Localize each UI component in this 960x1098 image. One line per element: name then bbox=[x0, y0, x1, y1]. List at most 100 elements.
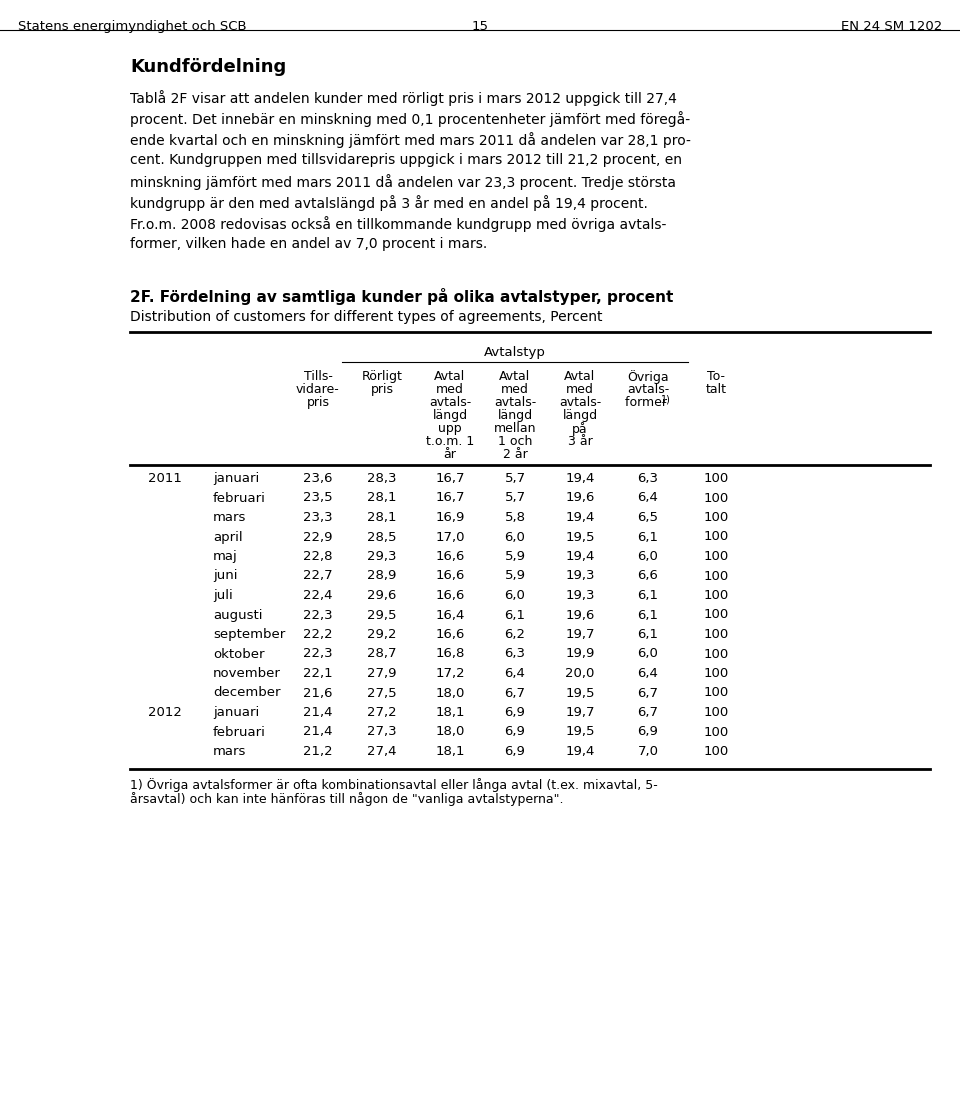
Text: 29,5: 29,5 bbox=[368, 608, 396, 621]
Text: 6,9: 6,9 bbox=[505, 746, 525, 758]
Text: cent. Kundgruppen med tillsvidarepris uppgick i mars 2012 till 21,2 procent, en: cent. Kundgruppen med tillsvidarepris up… bbox=[130, 153, 682, 167]
Text: 3 år: 3 år bbox=[567, 435, 592, 448]
Text: 28,5: 28,5 bbox=[368, 530, 396, 544]
Text: 16,8: 16,8 bbox=[435, 648, 465, 661]
Text: Avtalstyp: Avtalstyp bbox=[484, 346, 546, 359]
Text: 18,1: 18,1 bbox=[435, 746, 465, 758]
Text: 2F. Fördelning av samtliga kunder på olika avtalstyper, procent: 2F. Fördelning av samtliga kunder på oli… bbox=[130, 288, 673, 305]
Text: 19,3: 19,3 bbox=[565, 589, 595, 602]
Text: 2 år: 2 år bbox=[503, 448, 527, 461]
Text: november: november bbox=[213, 666, 281, 680]
Text: 19,3: 19,3 bbox=[565, 570, 595, 583]
Text: pris: pris bbox=[371, 383, 394, 396]
Text: januari: januari bbox=[213, 706, 259, 719]
Text: 19,4: 19,4 bbox=[565, 746, 594, 758]
Text: 28,3: 28,3 bbox=[368, 472, 396, 485]
Text: 100: 100 bbox=[704, 726, 729, 739]
Text: 1) Övriga avtalsformer är ofta kombinationsavtal eller långa avtal (t.ex. mixavt: 1) Övriga avtalsformer är ofta kombinati… bbox=[130, 778, 658, 793]
Text: Tills-: Tills- bbox=[303, 370, 332, 383]
Text: 100: 100 bbox=[704, 608, 729, 621]
Text: 16,4: 16,4 bbox=[435, 608, 465, 621]
Text: 6,1: 6,1 bbox=[637, 530, 659, 544]
Text: 6,3: 6,3 bbox=[637, 472, 659, 485]
Text: avtals-: avtals- bbox=[429, 396, 471, 408]
Text: 6,1: 6,1 bbox=[505, 608, 525, 621]
Text: 6,7: 6,7 bbox=[505, 686, 525, 699]
Text: 6,0: 6,0 bbox=[505, 530, 525, 544]
Text: 22,1: 22,1 bbox=[303, 666, 333, 680]
Text: juli: juli bbox=[213, 589, 232, 602]
Text: mars: mars bbox=[213, 746, 247, 758]
Text: mars: mars bbox=[213, 511, 247, 524]
Text: Avtal: Avtal bbox=[434, 370, 466, 383]
Text: To-: To- bbox=[707, 370, 725, 383]
Text: 100: 100 bbox=[704, 550, 729, 563]
Text: 28,1: 28,1 bbox=[368, 511, 396, 524]
Text: 6,6: 6,6 bbox=[637, 570, 659, 583]
Text: Statens energimyndighet och SCB: Statens energimyndighet och SCB bbox=[18, 20, 247, 33]
Text: EN 24 SM 1202: EN 24 SM 1202 bbox=[841, 20, 942, 33]
Text: 19,7: 19,7 bbox=[565, 706, 595, 719]
Text: 1): 1) bbox=[661, 394, 671, 404]
Text: 21,2: 21,2 bbox=[303, 746, 333, 758]
Text: 21,4: 21,4 bbox=[303, 726, 333, 739]
Text: talt: talt bbox=[706, 383, 727, 396]
Text: 100: 100 bbox=[704, 746, 729, 758]
Text: 6,5: 6,5 bbox=[637, 511, 659, 524]
Text: april: april bbox=[213, 530, 243, 544]
Text: 16,6: 16,6 bbox=[435, 589, 465, 602]
Text: 22,8: 22,8 bbox=[303, 550, 333, 563]
Text: september: september bbox=[213, 628, 285, 641]
Text: 19,7: 19,7 bbox=[565, 628, 595, 641]
Text: upp: upp bbox=[438, 422, 462, 435]
Text: 100: 100 bbox=[704, 628, 729, 641]
Text: 6,0: 6,0 bbox=[505, 589, 525, 602]
Text: december: december bbox=[213, 686, 280, 699]
Text: 6,0: 6,0 bbox=[637, 550, 659, 563]
Text: 19,6: 19,6 bbox=[565, 492, 594, 504]
Text: 100: 100 bbox=[704, 686, 729, 699]
Text: oktober: oktober bbox=[213, 648, 265, 661]
Text: 6,2: 6,2 bbox=[505, 628, 525, 641]
Text: 23,5: 23,5 bbox=[303, 492, 333, 504]
Text: Övriga: Övriga bbox=[627, 370, 669, 384]
Text: 29,3: 29,3 bbox=[368, 550, 396, 563]
Text: 7,0: 7,0 bbox=[637, 746, 659, 758]
Text: årsavtal) och kan inte hänföras till någon de "vanliga avtalstyperna".: årsavtal) och kan inte hänföras till någ… bbox=[130, 793, 564, 806]
Text: 100: 100 bbox=[704, 589, 729, 602]
Text: 6,9: 6,9 bbox=[505, 726, 525, 739]
Text: augusti: augusti bbox=[213, 608, 262, 621]
Text: 16,7: 16,7 bbox=[435, 492, 465, 504]
Text: 21,6: 21,6 bbox=[303, 686, 333, 699]
Text: avtals-: avtals- bbox=[627, 383, 669, 396]
Text: 22,4: 22,4 bbox=[303, 589, 333, 602]
Text: 27,3: 27,3 bbox=[367, 726, 396, 739]
Text: 100: 100 bbox=[704, 492, 729, 504]
Text: 19,5: 19,5 bbox=[565, 726, 595, 739]
Text: 20,0: 20,0 bbox=[565, 666, 594, 680]
Text: 21,4: 21,4 bbox=[303, 706, 333, 719]
Text: 28,9: 28,9 bbox=[368, 570, 396, 583]
Text: 5,8: 5,8 bbox=[505, 511, 525, 524]
Text: längd: längd bbox=[432, 408, 468, 422]
Text: 6,9: 6,9 bbox=[637, 726, 659, 739]
Text: februari: februari bbox=[213, 726, 266, 739]
Text: 100: 100 bbox=[704, 472, 729, 485]
Text: 19,9: 19,9 bbox=[565, 648, 594, 661]
Text: Avtal: Avtal bbox=[499, 370, 531, 383]
Text: 6,3: 6,3 bbox=[505, 648, 525, 661]
Text: juni: juni bbox=[213, 570, 237, 583]
Text: mellan: mellan bbox=[493, 422, 537, 435]
Text: 6,1: 6,1 bbox=[637, 628, 659, 641]
Text: avtals-: avtals- bbox=[559, 396, 601, 408]
Text: januari: januari bbox=[213, 472, 259, 485]
Text: 5,9: 5,9 bbox=[505, 570, 525, 583]
Text: 27,5: 27,5 bbox=[367, 686, 396, 699]
Text: 18,0: 18,0 bbox=[435, 726, 465, 739]
Text: längd: längd bbox=[563, 408, 597, 422]
Text: 19,5: 19,5 bbox=[565, 530, 595, 544]
Text: februari: februari bbox=[213, 492, 266, 504]
Text: 5,9: 5,9 bbox=[505, 550, 525, 563]
Text: 22,7: 22,7 bbox=[303, 570, 333, 583]
Text: 6,7: 6,7 bbox=[637, 686, 659, 699]
